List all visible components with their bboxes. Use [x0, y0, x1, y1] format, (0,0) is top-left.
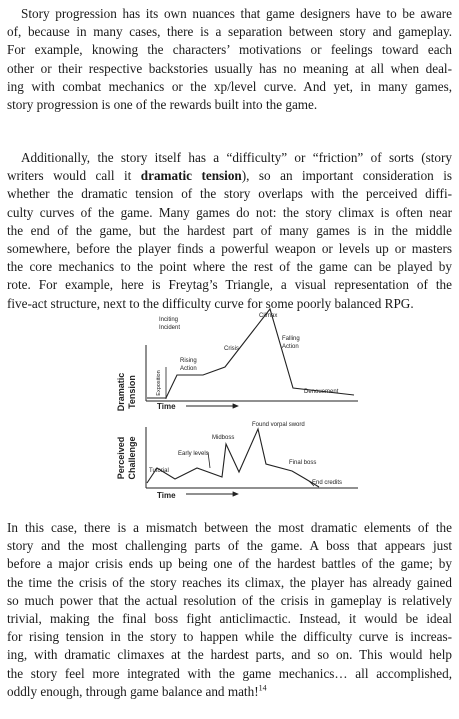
crisis-label: Crisis: [224, 346, 239, 352]
freytag-triangle-figure: Dramatic Tension Exposition Inciting Inc…: [116, 307, 358, 500]
final-boss-label: Final boss: [289, 460, 316, 466]
text-line: Additionally, the story itself has a “di…: [21, 150, 452, 165]
perceived-challenge-diagram: Perceived Challenge Tutorial Early level…: [116, 422, 358, 500]
text-line: the time the crisis of the story reaches…: [7, 574, 452, 590]
inciting-incident-label: Inciting: [159, 317, 178, 323]
tutorial-label: Tutorial: [149, 468, 169, 474]
vorpal-sword-label: Found vorpal sword: [252, 422, 305, 428]
text-line: rote. For example, here is Freytag’s Tri…: [7, 277, 452, 293]
text-run: oddly enough, through game balance and m…: [7, 683, 259, 699]
denouement-label: Denouement: [304, 389, 339, 395]
inciting-incident-label: Incident: [159, 325, 180, 331]
text-line: five-act structure, next to the difficul…: [7, 295, 414, 311]
y-axis-label: Dramatic: [116, 373, 126, 412]
falling-action-label: Action: [282, 344, 299, 350]
text-run: writers would call it: [7, 168, 141, 184]
text-line: story and the most challenging parts of …: [7, 538, 452, 554]
y-axis-label: Challenge: [127, 436, 137, 479]
end-credits-label: End credits: [312, 480, 342, 486]
y-axis-label: Perceived: [116, 437, 126, 480]
y-axis-label: Tension: [127, 375, 137, 409]
paragraph-mismatch: In this case, there is a mismatch betwee…: [7, 519, 452, 701]
text-line: writers would call it dramatic tension),…: [7, 167, 452, 185]
text-line: for rising tension in the story to happe…: [7, 629, 452, 645]
early-levels-pointer: [207, 451, 211, 469]
dramatic-tension-diagram: Dramatic Tension Exposition Inciting Inc…: [116, 307, 358, 412]
text-line: so much power that the actual resolution…: [7, 592, 452, 608]
text-line: In this case, there is a mismatch betwee…: [7, 520, 452, 535]
exposition-label: Exposition: [156, 370, 162, 395]
paragraph-story-progression: Story progression has its own nuances th…: [7, 5, 452, 114]
challenge-curve: [146, 427, 320, 488]
footnote-reference: 14: [258, 683, 267, 693]
text-line: ing, with dramatic climaxes at the harde…: [7, 647, 452, 663]
rising-action-label: Rising: [180, 358, 197, 364]
text-line: Story progression has its own nuances th…: [21, 6, 452, 21]
text-line: culty curves of the game. Many games do …: [7, 204, 452, 220]
text-line: the story feel more integrated with the …: [7, 665, 452, 681]
text-line: of, because in many cases, there is a se…: [7, 24, 452, 40]
text-line: For example, knowing the characters’ mot…: [7, 42, 452, 58]
bold-term: dramatic tension: [140, 168, 242, 184]
midboss-label: Midboss: [212, 435, 234, 441]
text-line: somewhere, before the player finds a pow…: [7, 241, 452, 257]
text-line: before a major crisis ends up being one …: [7, 556, 452, 572]
x-axis-label: Time: [157, 402, 176, 411]
x-axis-label: Time: [157, 491, 176, 500]
text-line: trivial, making the final boss fight ant…: [7, 611, 452, 627]
text-line: story progression is one of the rewards …: [7, 97, 318, 113]
early-levels-label: Early levels: [178, 451, 209, 457]
text-run: ), so an important consideration is: [241, 168, 452, 184]
text-line: ing with combat mechanics or the xp/leve…: [7, 78, 452, 94]
end-credits-pointer: [308, 480, 315, 487]
falling-action-label: Falling: [282, 336, 300, 342]
text-line: the core mechanics to the point where th…: [7, 259, 452, 275]
climax-label: Climax: [259, 313, 277, 319]
text-line: other or their respective backstories us…: [7, 60, 452, 76]
rising-action-label: Action: [180, 366, 197, 372]
text-line: oddly enough, through game balance and m…: [7, 683, 452, 701]
tension-curve: [147, 307, 355, 399]
text-line: whether the dramatic tension of the stor…: [7, 186, 452, 202]
text-line: the end of the game, but the hardest par…: [7, 222, 452, 238]
paragraph-dramatic-tension: Additionally, the story itself has a “di…: [7, 149, 452, 313]
